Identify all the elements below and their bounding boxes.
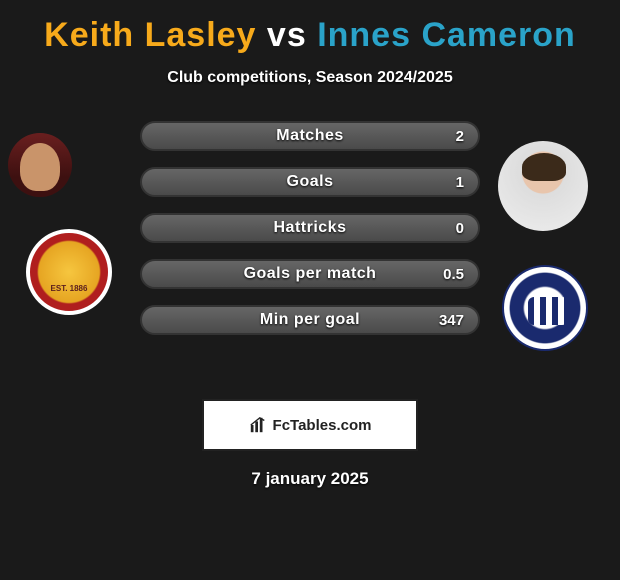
stat-left-value (142, 169, 170, 195)
stat-row-hattricks: Hattricks 0 (140, 213, 480, 243)
player1-photo (8, 133, 72, 197)
player1-club-badge: EST. 1886 (26, 229, 112, 315)
stat-left-value (142, 123, 170, 149)
stat-label: Hattricks (274, 219, 347, 237)
stat-row-goals-per-match: Goals per match 0.5 (140, 259, 480, 289)
stat-label: Min per goal (260, 311, 360, 329)
stat-right-value: 1 (442, 169, 478, 195)
stat-right-value: 347 (425, 307, 478, 333)
page-title: Keith Lasley vs Innes Cameron (0, 16, 620, 55)
brand-text: FcTables.com (273, 417, 372, 434)
badge-text: EST. 1886 (30, 284, 108, 293)
stat-row-goals: Goals 1 (140, 167, 480, 197)
bar-chart-icon (249, 416, 267, 434)
subtitle: Club competitions, Season 2024/2025 (0, 69, 620, 87)
badge-stripes (528, 297, 568, 325)
stat-left-value (142, 307, 170, 333)
comparison-card: Keith Lasley vs Innes Cameron Club compe… (0, 0, 620, 580)
title-player2: Innes Cameron (317, 16, 576, 54)
stat-right-value: 0.5 (429, 261, 478, 287)
stat-row-min-per-goal: Min per goal 347 (140, 305, 480, 335)
title-player1: Keith Lasley (44, 16, 256, 54)
date-text: 7 january 2025 (0, 469, 620, 489)
stat-label: Goals per match (244, 265, 377, 283)
player2-club-badge (502, 265, 588, 351)
stat-left-value (142, 215, 170, 241)
face-placeholder (20, 143, 60, 191)
brand-box: FcTables.com (202, 399, 418, 451)
stat-right-value: 2 (442, 123, 478, 149)
stats-list: Matches 2 Goals 1 Hattricks 0 Goals per … (140, 121, 480, 351)
player2-photo (498, 141, 588, 231)
stat-label: Matches (276, 127, 344, 145)
content-area: EST. 1886 Matches 2 Goals 1 Hattricks 0 (0, 117, 620, 377)
stat-right-value: 0 (442, 215, 478, 241)
stat-left-value (142, 261, 170, 287)
stat-row-matches: Matches 2 (140, 121, 480, 151)
stat-label: Goals (287, 173, 334, 191)
title-vs: vs (267, 16, 307, 54)
hair-placeholder (522, 153, 566, 181)
